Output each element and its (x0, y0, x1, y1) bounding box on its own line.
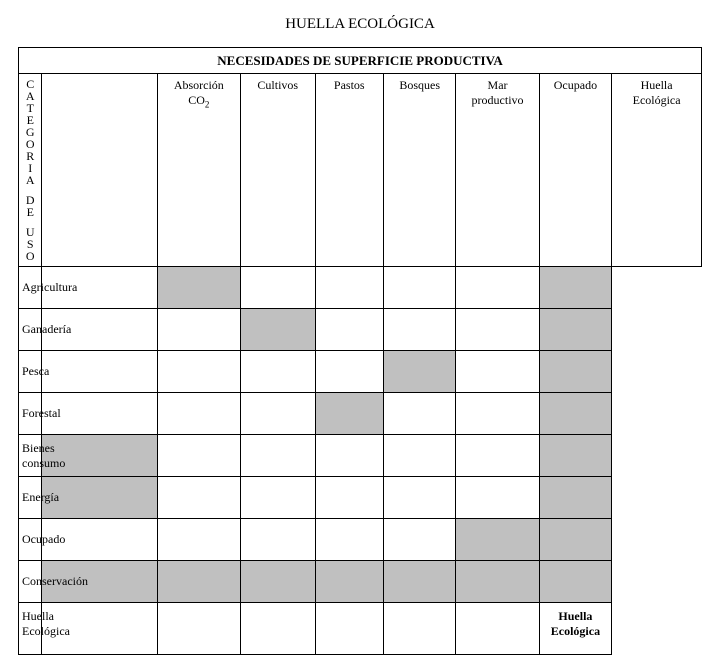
matrix-cell (157, 351, 240, 393)
matrix-cell (456, 393, 539, 435)
table-row: Pesca (19, 351, 702, 393)
col-huella: Huella Ecológica (612, 74, 702, 267)
table-row: Agricultura (19, 267, 702, 309)
col-huella-l2: Ecológica (633, 93, 681, 107)
row-label: Bienes consumo (19, 435, 42, 477)
matrix-cell (456, 561, 539, 603)
matrix-cell (315, 309, 383, 351)
row-label: Ganadería (19, 309, 42, 351)
footer-row-label: Huella Ecológica (19, 603, 42, 655)
matrix-cell (157, 561, 240, 603)
matrix-cell (240, 477, 315, 519)
ecological-footprint-table: NECESIDADES DE SUPERFICIE PRODUCTIVA CAT… (18, 47, 702, 655)
row-label: Forestal (19, 393, 42, 435)
vertical-letter: O (26, 250, 35, 262)
footer-cell (157, 603, 240, 655)
table-row: Bienes consumo (19, 435, 702, 477)
matrix-cell (315, 477, 383, 519)
row-label: Agricultura (19, 267, 42, 309)
footer-cell (240, 603, 315, 655)
matrix-cell (383, 309, 456, 351)
matrix-cell (539, 309, 612, 351)
col-huella-l1: Huella (641, 78, 673, 92)
col-absorcion: Absorción CO2 (157, 74, 240, 267)
matrix-cell (240, 435, 315, 477)
matrix-cell (240, 351, 315, 393)
row-label: Conservación (19, 561, 42, 603)
matrix-cell (157, 435, 240, 477)
matrix-cell (456, 267, 539, 309)
matrix-cell (539, 393, 612, 435)
matrix-cell (157, 309, 240, 351)
footer-cell (383, 603, 456, 655)
matrix-cell (539, 477, 612, 519)
col-mar: Mar productivo (456, 74, 539, 267)
page-title: HUELLA ECOLÓGICA (18, 16, 702, 33)
table-container: NECESIDADES DE SUPERFICIE PRODUCTIVA CAT… (18, 47, 702, 655)
col-cultivos: Cultivos (240, 74, 315, 267)
footer-huella-l2: Ecológica (551, 624, 600, 638)
table-row: Ganadería (19, 309, 702, 351)
col-mar-l2: productivo (472, 93, 524, 107)
matrix-cell (157, 477, 240, 519)
vertical-category-label: CATEGORIA DE USO (19, 74, 42, 267)
matrix-cell (539, 267, 612, 309)
matrix-cell (157, 393, 240, 435)
matrix-cell (539, 435, 612, 477)
row-label: Energía (19, 477, 42, 519)
matrix-cell (42, 351, 157, 393)
matrix-cell (383, 477, 456, 519)
table-row: Conservación (19, 561, 702, 603)
matrix-cell (315, 267, 383, 309)
matrix-cell (539, 561, 612, 603)
matrix-cell (456, 351, 539, 393)
col-mar-l1: Mar (488, 78, 508, 92)
footer-huella-cell: Huella Ecológica (539, 603, 612, 655)
super-header: NECESIDADES DE SUPERFICIE PRODUCTIVA (19, 48, 702, 74)
matrix-cell (383, 393, 456, 435)
matrix-cell (157, 267, 240, 309)
row-label-header (42, 74, 157, 267)
matrix-cell (383, 351, 456, 393)
col-absorcion-l1: Absorción (174, 78, 224, 92)
matrix-cell (240, 393, 315, 435)
row-label: Pesca (19, 351, 42, 393)
col-absorcion-l2: CO (188, 93, 205, 107)
matrix-cell (383, 267, 456, 309)
matrix-cell (240, 267, 315, 309)
col-bosques: Bosques (383, 74, 456, 267)
matrix-cell (315, 561, 383, 603)
matrix-cell (383, 561, 456, 603)
table-row: Forestal (19, 393, 702, 435)
col-ocupado: Ocupado (539, 74, 612, 267)
matrix-cell (240, 561, 315, 603)
footer-huella-l1: Huella (558, 609, 592, 623)
col-pastos: Pastos (315, 74, 383, 267)
matrix-cell (383, 435, 456, 477)
footer-cell (315, 603, 383, 655)
matrix-cell (42, 477, 157, 519)
matrix-cell (456, 309, 539, 351)
col-absorcion-sub: 2 (205, 99, 210, 109)
matrix-cell (42, 561, 157, 603)
matrix-cell (456, 477, 539, 519)
footer-cell (42, 603, 157, 655)
matrix-cell (315, 435, 383, 477)
table-row: Energía (19, 477, 702, 519)
matrix-cell (315, 351, 383, 393)
matrix-cell (456, 435, 539, 477)
matrix-cell (539, 351, 612, 393)
matrix-cell (315, 393, 383, 435)
footer-cell (456, 603, 539, 655)
matrix-cell (240, 309, 315, 351)
